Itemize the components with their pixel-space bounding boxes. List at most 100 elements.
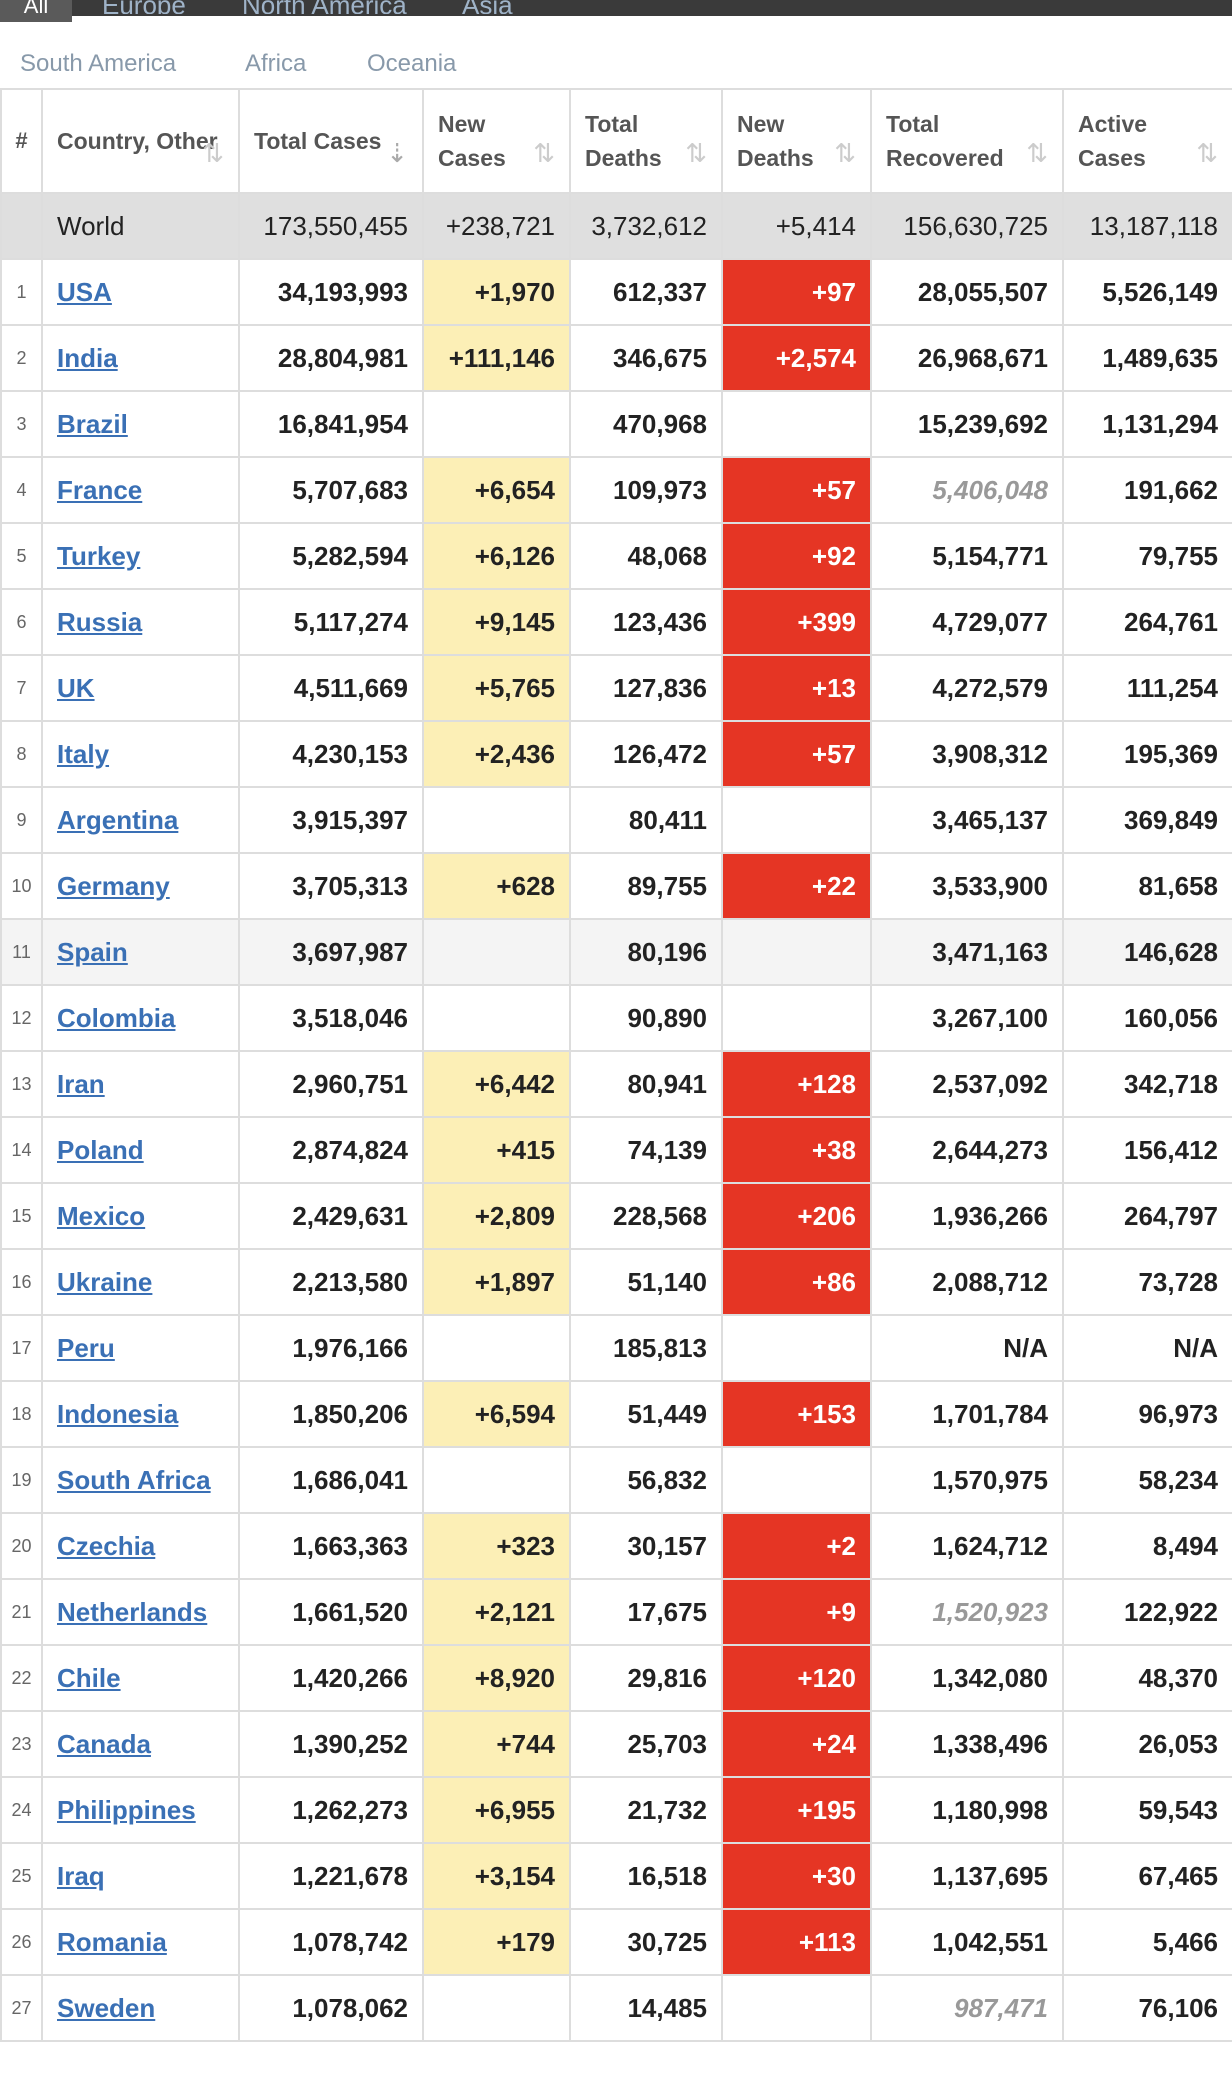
- total-cases-cell: 1,661,520: [238, 1578, 424, 1646]
- country-link[interactable]: Colombia: [57, 1002, 176, 1033]
- tab-europe[interactable]: Europe: [102, 0, 186, 14]
- country-link[interactable]: Iraq: [57, 1860, 105, 1891]
- new-deaths-cell: +92: [721, 522, 872, 590]
- active-cases-cell: 156,412: [1062, 1116, 1232, 1184]
- country-cell: India: [41, 324, 240, 392]
- header-active-cases[interactable]: Active Cases ⇅: [1062, 88, 1232, 194]
- country-link[interactable]: Brazil: [57, 408, 128, 439]
- total-recovered-cell: 1,342,080: [870, 1644, 1064, 1712]
- country-link[interactable]: Indonesia: [57, 1398, 179, 1429]
- new-deaths-cell: +120: [721, 1644, 872, 1712]
- rank-cell: 22: [0, 1644, 43, 1712]
- country-link[interactable]: Canada: [57, 1728, 151, 1759]
- country-link[interactable]: South Africa: [57, 1464, 211, 1495]
- header-total-deaths[interactable]: Total Deaths ⇅: [569, 88, 723, 194]
- header-country-label: Country, Other: [57, 128, 218, 154]
- new-cases-cell: +3,154: [422, 1842, 571, 1910]
- country-link[interactable]: Argentina: [57, 804, 179, 835]
- total-recovered-cell: 1,338,496: [870, 1710, 1064, 1778]
- total-recovered-cell: 4,272,579: [870, 654, 1064, 722]
- tab-oceania[interactable]: Oceania: [367, 50, 457, 77]
- rank-cell: 15: [0, 1182, 43, 1250]
- new-deaths-cell: [721, 1314, 872, 1382]
- tab-all[interactable]: All: [0, 0, 72, 22]
- active-cases-cell: 342,718: [1062, 1050, 1232, 1118]
- country-link[interactable]: Poland: [57, 1134, 144, 1165]
- country-link[interactable]: Netherlands: [57, 1596, 208, 1627]
- tab-asia[interactable]: Asia: [462, 0, 513, 14]
- country-cell: World: [41, 192, 240, 260]
- country-link[interactable]: Chile: [57, 1662, 121, 1693]
- new-cases-cell: +6,442: [422, 1050, 571, 1118]
- country-link[interactable]: France: [57, 474, 143, 505]
- country-cell: Romania: [41, 1908, 240, 1976]
- country-link[interactable]: Peru: [57, 1332, 115, 1363]
- country-link[interactable]: Philippines: [57, 1794, 196, 1825]
- total-recovered-cell: 2,537,092: [870, 1050, 1064, 1118]
- country-link[interactable]: UK: [57, 672, 95, 703]
- table-row: 9 Argentina 3,915,397 80,411 3,465,137 369,84…: [0, 786, 1232, 854]
- header-total-cases[interactable]: Total Cases ⇣: [238, 88, 424, 194]
- table-row: 22 Chile 1,420,266 +8,920 29,816 +120 1,342,08…: [0, 1644, 1232, 1712]
- total-cases-cell: 4,511,669: [238, 654, 424, 722]
- country-link[interactable]: Italy: [57, 738, 110, 769]
- new-cases-cell: +6,594: [422, 1380, 571, 1448]
- total-deaths-cell: 16,518: [569, 1842, 723, 1910]
- active-cases-cell: 264,761: [1062, 588, 1232, 656]
- new-deaths-cell: +22: [721, 852, 872, 920]
- new-cases-cell: [422, 1314, 571, 1382]
- new-cases-cell: +2,436: [422, 720, 571, 788]
- header-total-cases-label: Total Cases: [254, 128, 382, 154]
- country-link[interactable]: USA: [57, 276, 112, 307]
- header-total-recovered-label: Total Recovered: [886, 111, 1004, 171]
- active-cases-cell: 111,254: [1062, 654, 1232, 722]
- header-total-deaths-label: Total Deaths: [585, 111, 662, 171]
- country-link[interactable]: Czechia: [57, 1530, 156, 1561]
- total-recovered-cell: 3,267,100: [870, 984, 1064, 1052]
- header-new-deaths[interactable]: New Deaths ⇅: [721, 88, 872, 194]
- new-deaths-cell: +2: [721, 1512, 872, 1580]
- table-row: 17 Peru 1,976,166 185,813 N/A N/A: [0, 1314, 1232, 1382]
- tab-south-america[interactable]: South America: [20, 50, 177, 77]
- total-recovered-cell: 1,180,998: [870, 1776, 1064, 1844]
- country-link[interactable]: Romania: [57, 1926, 167, 1957]
- rank-cell: 7: [0, 654, 43, 722]
- table-row: 20 Czechia 1,663,363 +323 30,157 +2 1,624,712 8…: [0, 1512, 1232, 1580]
- header-rank[interactable]: #: [0, 88, 43, 194]
- country-link[interactable]: Turkey: [57, 540, 141, 571]
- rank-cell: 5: [0, 522, 43, 590]
- active-cases-cell: 160,056: [1062, 984, 1232, 1052]
- country-link[interactable]: Ukraine: [57, 1266, 153, 1297]
- country-link[interactable]: Russia: [57, 606, 143, 637]
- new-cases-cell: [422, 1446, 571, 1514]
- header-new-cases[interactable]: New Cases ⇅: [422, 88, 571, 194]
- country-link[interactable]: India: [57, 342, 118, 373]
- country-link[interactable]: Spain: [57, 936, 128, 967]
- new-deaths-cell: +24: [721, 1710, 872, 1778]
- country-link[interactable]: Mexico: [57, 1200, 146, 1231]
- country-link[interactable]: Germany: [57, 870, 170, 901]
- country-cell: UK: [41, 654, 240, 722]
- total-cases-cell: 1,850,206: [238, 1380, 424, 1448]
- active-cases-cell: 48,370: [1062, 1644, 1232, 1712]
- country-link[interactable]: Iran: [57, 1068, 105, 1099]
- active-cases-cell: 1,131,294: [1062, 390, 1232, 458]
- table-row: 13 Iran 2,960,751 +6,442 80,941 +128 2,537,092…: [0, 1050, 1232, 1118]
- rank-cell: 17: [0, 1314, 43, 1382]
- new-cases-cell: +111,146: [422, 324, 571, 392]
- active-cases-cell: 58,234: [1062, 1446, 1232, 1514]
- rank-cell: 25: [0, 1842, 43, 1910]
- header-total-recovered[interactable]: Total Recovered ⇅: [870, 88, 1064, 194]
- country-cell: Poland: [41, 1116, 240, 1184]
- tab-africa[interactable]: Africa: [245, 50, 307, 77]
- table-row: 4 France 5,707,683 +6,654 109,973 +57 5,406,04…: [0, 456, 1232, 524]
- total-deaths-cell: 56,832: [569, 1446, 723, 1514]
- rank-cell: 18: [0, 1380, 43, 1448]
- total-deaths-cell: 127,836: [569, 654, 723, 722]
- tab-north-america[interactable]: North America: [242, 0, 407, 14]
- table-row: 14 Poland 2,874,824 +415 74,139 +38 2,644,273 1…: [0, 1116, 1232, 1184]
- header-country[interactable]: Country, Other ⇅: [41, 88, 240, 194]
- sort-icon: ⇅: [685, 138, 707, 168]
- country-link[interactable]: Sweden: [57, 1992, 156, 2023]
- table-row: 5 Turkey 5,282,594 +6,126 48,068 +92 5,154,771…: [0, 522, 1232, 590]
